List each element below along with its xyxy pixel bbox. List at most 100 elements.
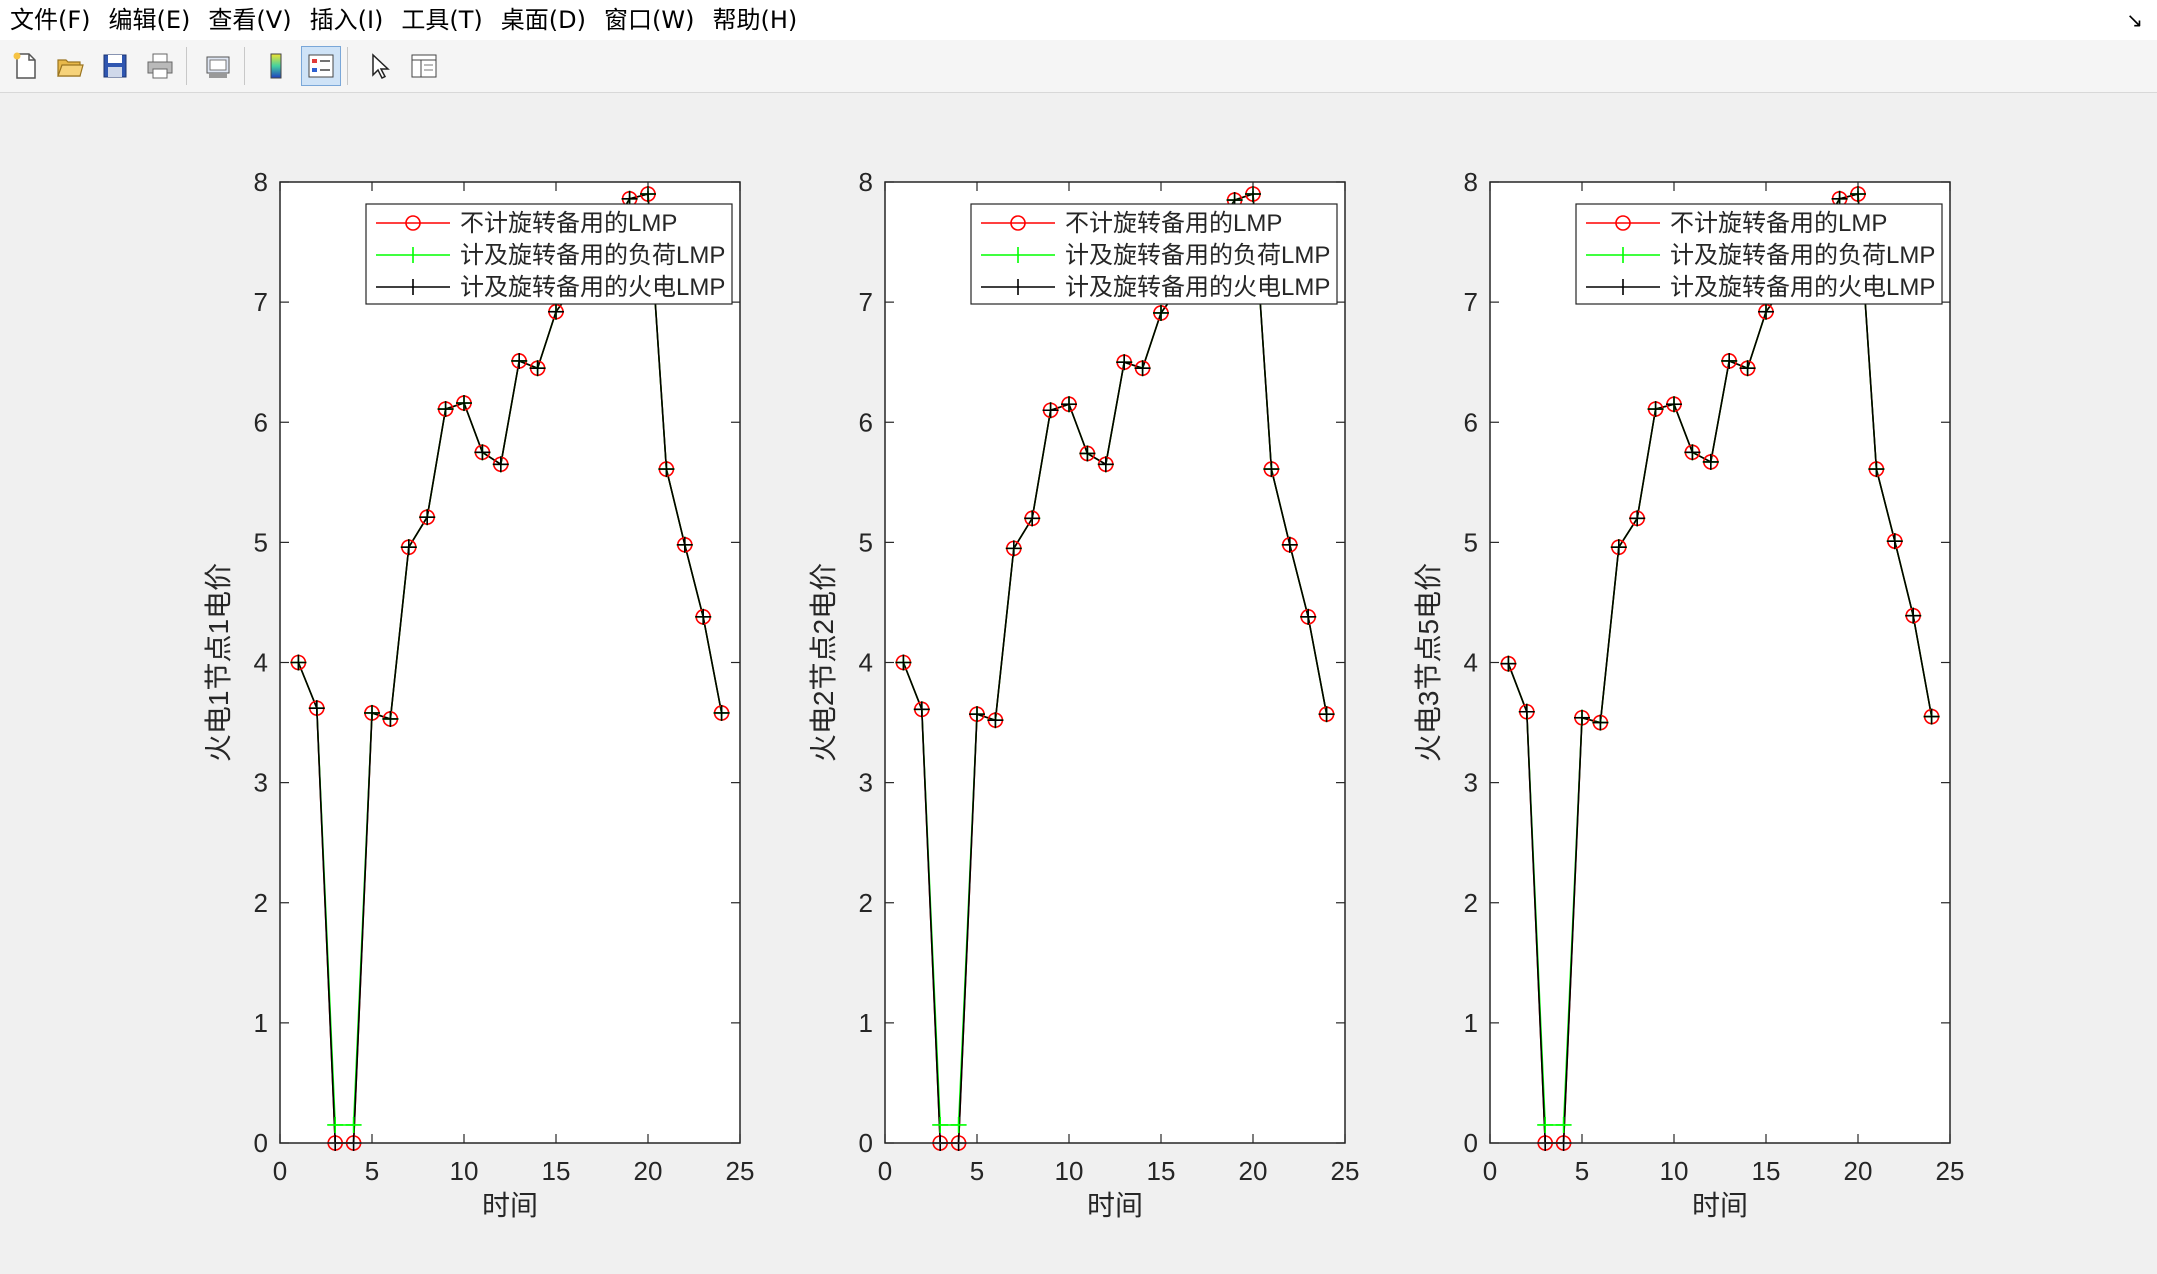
y-axis-label: 火电1节点1电价 bbox=[203, 563, 234, 762]
data-point bbox=[1097, 456, 1114, 473]
legend[interactable]: 不计旋转备用的LMP 计及旋转备用的负荷LMP 计及旋转备用的火电LMP bbox=[365, 203, 733, 305]
print-button[interactable] bbox=[140, 46, 180, 86]
data-point bbox=[895, 654, 912, 671]
y-tick-label: 6 bbox=[1464, 407, 1478, 437]
y-tick-label: 8 bbox=[254, 167, 268, 197]
legend-button[interactable] bbox=[301, 46, 341, 86]
data-point bbox=[290, 654, 307, 671]
y-tick-label: 7 bbox=[859, 287, 873, 317]
data-point bbox=[1079, 445, 1096, 462]
legend-entry: 计及旋转备用的负荷LMP bbox=[1670, 242, 1935, 269]
new-figure-button[interactable] bbox=[5, 46, 45, 86]
data-point bbox=[1518, 703, 1535, 720]
chart-canvas: 0 5 10 15 20 25012345678时间火电1节点1电价不计旋转备用的LMP计… bbox=[203, 167, 1965, 1221]
data-point bbox=[1005, 540, 1022, 557]
y-tick-label: 3 bbox=[254, 768, 268, 798]
data-point bbox=[1537, 1116, 1554, 1133]
y-axis-label: 火电2节点2电价 bbox=[808, 563, 839, 762]
y-tick-label: 6 bbox=[859, 407, 873, 437]
y-tick-label: 2 bbox=[254, 888, 268, 918]
data-point bbox=[548, 303, 564, 320]
y-tick-label: 5 bbox=[254, 527, 268, 557]
data-point bbox=[1923, 708, 1940, 725]
y-tick-label: 8 bbox=[1464, 167, 1478, 197]
open-file-button[interactable] bbox=[50, 46, 90, 86]
x-tick-label: 15 bbox=[542, 1156, 571, 1186]
dock-figure-icon[interactable]: ↘ bbox=[2126, 8, 2143, 32]
toolbar-separator bbox=[244, 47, 245, 85]
plot-area bbox=[885, 182, 1345, 1143]
data-point bbox=[1574, 709, 1590, 726]
new-figure-icon bbox=[13, 52, 36, 79]
data-point bbox=[713, 704, 730, 721]
data-point bbox=[492, 456, 509, 473]
x-tick-label: 10 bbox=[1660, 1156, 1689, 1186]
select-pointer-button[interactable] bbox=[359, 46, 399, 86]
legend-box bbox=[970, 203, 1338, 305]
y-tick-label: 0 bbox=[859, 1128, 873, 1158]
menu-tools[interactable]: 工具(T) bbox=[401, 6, 483, 34]
print-preview-icon bbox=[206, 56, 230, 78]
select-pointer-icon bbox=[372, 53, 390, 80]
data-point bbox=[1042, 402, 1059, 419]
print-preview-button[interactable] bbox=[198, 46, 238, 86]
data-point bbox=[456, 395, 472, 412]
x-tick-label: 15 bbox=[1147, 1156, 1176, 1186]
toolbar bbox=[0, 40, 2157, 93]
x-tick-label: 5 bbox=[1575, 1156, 1589, 1186]
data-point bbox=[1739, 360, 1756, 377]
x-tick-label: 20 bbox=[634, 1156, 663, 1186]
data-point bbox=[327, 1116, 344, 1133]
legend-entry: 不计旋转备用的LMP bbox=[1670, 210, 1887, 237]
data-point bbox=[658, 461, 675, 478]
save-icon bbox=[103, 54, 127, 78]
y-tick-label: 3 bbox=[1464, 768, 1478, 798]
legend[interactable]: 不计旋转备用的LMP 计及旋转备用的负荷LMP 计及旋转备用的火电LMP bbox=[1575, 203, 1943, 305]
x-tick-label: 10 bbox=[1055, 1156, 1084, 1186]
menu-desktop[interactable]: 桌面(D) bbox=[500, 6, 586, 34]
chart-panel-2: 0 5 10 15 20 25 0 1 2 3 4 5 6 7 8 时间 火电2节点2电价 不计旋转备用的LMP 计… bbox=[808, 167, 1359, 1221]
x-tick-label: 0 bbox=[878, 1156, 892, 1186]
data-point bbox=[308, 700, 325, 717]
data-point bbox=[1318, 706, 1335, 723]
data-point bbox=[529, 360, 546, 377]
legend-marker bbox=[1010, 215, 1026, 231]
x-tick-label: 25 bbox=[726, 1156, 755, 1186]
legend-entry: 不计旋转备用的LMP bbox=[460, 210, 677, 237]
menu-help[interactable]: 帮助(H) bbox=[712, 6, 798, 34]
menu-window[interactable]: 窗口(W) bbox=[604, 6, 695, 34]
data-point bbox=[1134, 360, 1151, 377]
x-tick-label: 0 bbox=[273, 1156, 287, 1186]
open-file-icon bbox=[57, 59, 84, 77]
plot-area bbox=[1490, 182, 1950, 1143]
data-point bbox=[969, 706, 985, 723]
y-tick-label: 6 bbox=[254, 407, 268, 437]
menu-insert[interactable]: 插入(I) bbox=[309, 6, 384, 34]
y-tick-label: 1 bbox=[254, 1008, 268, 1038]
legend-entry: 计及旋转备用的负荷LMP bbox=[460, 242, 725, 269]
save-button[interactable] bbox=[95, 46, 135, 86]
data-point bbox=[1758, 303, 1774, 320]
data-point bbox=[1555, 1116, 1572, 1133]
menu-file[interactable]: 文件(F) bbox=[10, 6, 91, 34]
property-inspector-button[interactable] bbox=[404, 46, 444, 86]
legend-entry: 计及旋转备用的火电LMP bbox=[460, 274, 725, 301]
menu-view[interactable]: 查看(V) bbox=[208, 6, 292, 34]
legend[interactable]: 不计旋转备用的LMP 计及旋转备用的负荷LMP 计及旋转备用的火电LMP bbox=[970, 203, 1338, 305]
menu-edit[interactable]: 编辑(E) bbox=[108, 6, 191, 34]
x-tick-label: 20 bbox=[1844, 1156, 1873, 1186]
legend-entry: 计及旋转备用的负荷LMP bbox=[1065, 242, 1330, 269]
y-tick-label: 7 bbox=[254, 287, 268, 317]
legend-entry: 不计旋转备用的LMP bbox=[1065, 210, 1282, 237]
data-point bbox=[1116, 354, 1133, 371]
colorbar-button[interactable] bbox=[256, 46, 296, 86]
x-axis-label: 时间 bbox=[482, 1190, 538, 1221]
x-tick-label: 15 bbox=[1752, 1156, 1781, 1186]
data-point bbox=[1868, 461, 1885, 478]
data-point bbox=[987, 712, 1004, 729]
data-point bbox=[1153, 304, 1169, 321]
data-point bbox=[1886, 533, 1903, 550]
data-point bbox=[1721, 352, 1738, 369]
x-tick-label: 25 bbox=[1936, 1156, 1965, 1186]
legend-marker bbox=[405, 215, 421, 231]
